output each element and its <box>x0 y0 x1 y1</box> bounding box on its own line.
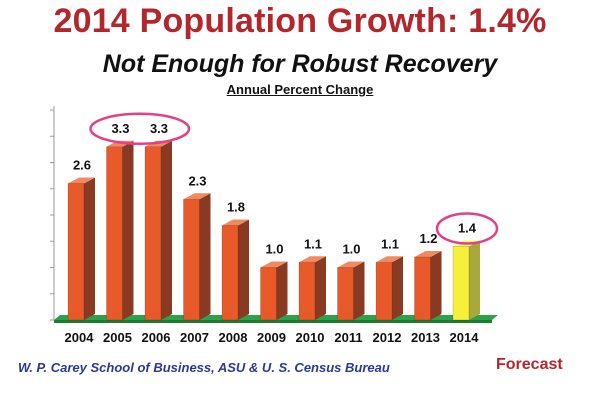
category-label-2004: 2004 <box>65 330 95 345</box>
value-label-2014: 1.4 <box>458 221 477 236</box>
chart-subtitle: Not Enough for Robust Recovery <box>102 50 498 78</box>
bar-side-2012 <box>392 256 403 320</box>
value-label-2004: 2.6 <box>73 158 91 173</box>
bar-2007 <box>183 198 200 321</box>
value-label-2012: 1.1 <box>381 236 399 251</box>
bar-side-2014 <box>469 240 480 320</box>
value-label-2009: 1.0 <box>265 242 283 257</box>
bar-side-2007 <box>199 193 211 320</box>
source-note: W. P. Carey School of Business, ASU & U.… <box>18 360 390 375</box>
bar-2012 <box>375 261 393 321</box>
bar-2004 <box>67 183 85 321</box>
bar-top-2004 <box>68 177 95 184</box>
value-label-2006: 3.3 <box>150 121 168 136</box>
unit-label: Annual Percent Change <box>226 82 374 97</box>
category-label-2009: 2009 <box>257 330 286 345</box>
bar-top-2008 <box>222 219 249 226</box>
bar-side-2004 <box>84 177 95 320</box>
category-label-2010: 2010 <box>296 330 325 345</box>
bar-2013 <box>414 256 431 321</box>
highlight-ring-2014 <box>435 212 499 245</box>
bar-2010 <box>298 261 316 321</box>
bar-top-2012 <box>376 256 403 263</box>
chart-title: 2014 Population Growth: 1.4% <box>53 2 547 40</box>
category-label-2013: 2013 <box>411 330 440 345</box>
category-label-2005: 2005 <box>103 330 132 345</box>
bar-2014 <box>452 246 470 321</box>
bar-top-2007 <box>183 193 211 200</box>
bar-2009 <box>260 267 277 321</box>
value-label-2005: 3.3 <box>111 121 129 136</box>
bar-side-2010 <box>315 256 326 320</box>
chart-floor-edge <box>54 320 492 323</box>
bar-top-2013 <box>414 251 442 257</box>
bar-side-2013 <box>430 251 442 320</box>
bar-side-2005 <box>122 140 134 320</box>
bar-2005 <box>106 146 123 321</box>
value-label-2007: 2.3 <box>188 173 206 188</box>
forecast-note: Forecast <box>496 356 563 373</box>
value-label-2013: 1.2 <box>419 231 437 246</box>
bar-top-2011 <box>337 261 365 268</box>
category-label-2008: 2008 <box>219 330 248 345</box>
bar-2006 <box>144 146 162 321</box>
bar-2011 <box>337 267 354 321</box>
value-label-2010: 1.1 <box>304 236 322 251</box>
category-label-2012: 2012 <box>373 330 402 345</box>
category-label-2007: 2007 <box>180 330 209 345</box>
category-label-2014: 2014 <box>450 330 480 345</box>
value-label-2008: 1.8 <box>227 200 245 215</box>
bar-side-2006 <box>161 140 172 320</box>
bar-side-2008 <box>238 219 249 320</box>
bar-side-2009 <box>276 261 288 320</box>
bar-side-2011 <box>353 261 365 320</box>
bar-top-2009 <box>260 261 288 268</box>
bar-2008 <box>221 225 239 321</box>
category-label-2011: 2011 <box>334 330 362 345</box>
highlight-ring-2005-2006 <box>89 112 191 145</box>
category-label-2006: 2006 <box>142 330 171 345</box>
value-label-2011: 1.0 <box>342 242 360 257</box>
bar-top-2010 <box>299 256 326 263</box>
